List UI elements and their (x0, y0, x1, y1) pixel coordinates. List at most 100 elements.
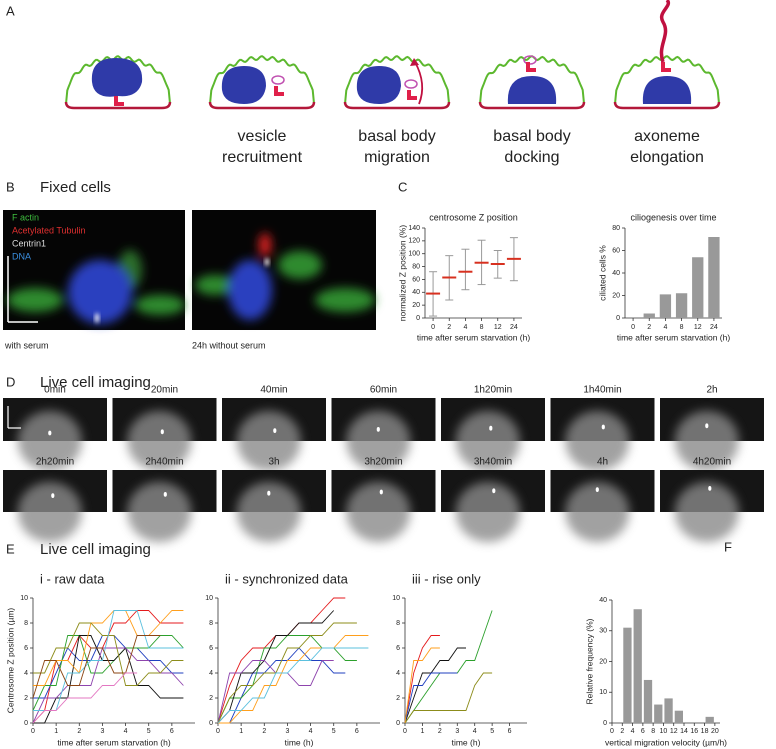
x-tick-label: 2 (620, 728, 624, 735)
y-tick-label: 10 (599, 689, 607, 696)
centrin-dot (376, 427, 380, 432)
basal-body (409, 96, 417, 100)
x-tick-label: 24 (710, 324, 718, 331)
panel-label: A (6, 3, 15, 18)
video-frame (441, 398, 545, 471)
y-tick-label: 10 (20, 595, 28, 602)
time-label: 4h (597, 457, 608, 468)
basal-body (407, 90, 411, 100)
stage-label: axoneme (634, 128, 700, 145)
series-line (33, 622, 184, 686)
x-tick-label: 4 (473, 728, 477, 735)
y-tick-label: 60 (412, 276, 420, 283)
x-tick-label: 0 (31, 728, 35, 735)
chart-title: centrosome Z position (429, 212, 518, 222)
y-tick-label: 0 (24, 720, 28, 727)
x-tick-label: 1 (420, 728, 424, 735)
cell-haze (455, 482, 520, 542)
y-tick-label: 20 (599, 658, 607, 665)
x-tick-label: 2 (438, 728, 442, 735)
video-frame (331, 470, 436, 542)
x-tick-label: 6 (170, 728, 174, 735)
time-label: 20min (151, 385, 178, 396)
panel-label: F (724, 539, 732, 554)
cell-membrane (614, 55, 720, 105)
y-tick-label: 120 (408, 238, 420, 245)
y-tick-label: 8 (209, 620, 213, 627)
panel-title: Live cell imaging (40, 374, 151, 391)
x-tick-label: 8 (651, 728, 655, 735)
time-label: 40min (260, 385, 287, 396)
cell-membrane (209, 55, 315, 105)
caption: with serum (4, 340, 49, 350)
y-tick-label: 2 (209, 695, 213, 702)
chart-title: iii - rise only (412, 571, 481, 586)
nucleus (356, 66, 401, 104)
series-line (33, 610, 184, 711)
y-tick-label: 60 (612, 247, 620, 254)
nucleus (642, 76, 692, 104)
x-tick-label: 12 (670, 728, 678, 735)
cell-haze (17, 411, 82, 471)
x-tick-label: 12 (694, 324, 702, 331)
cell-haze (455, 411, 520, 471)
y-tick-label: 40 (412, 289, 420, 296)
centrin-dot (601, 424, 605, 430)
y-tick-label: 80 (412, 263, 420, 270)
y-tick-label: 100 (408, 251, 420, 258)
y-tick-label: 20 (412, 302, 420, 309)
x-tick-label: 6 (508, 728, 512, 735)
cell-haze (236, 482, 301, 542)
bar (675, 293, 688, 318)
chart-title: ciliogenesis over time (630, 212, 716, 222)
series-line (404, 647, 440, 724)
y-tick-label: 4 (24, 670, 28, 677)
x-tick-label: 20 (711, 728, 719, 735)
x-tick-label: 14 (680, 728, 688, 735)
x-tick-label: 24 (510, 324, 518, 331)
y-tick-label: 0 (396, 720, 400, 727)
series-line (404, 610, 493, 724)
time-label: 3h20min (364, 457, 402, 468)
cell-haze (17, 482, 82, 542)
y-tick-label: 20 (612, 292, 620, 299)
cell-diagram (478, 55, 586, 110)
video-frame (550, 398, 655, 471)
stage-label: vesicle (238, 128, 287, 145)
centrin-dot (163, 492, 167, 497)
histogram-bar (654, 704, 663, 723)
x-tick-label: 5 (490, 728, 494, 735)
x-tick-label: 12 (494, 324, 502, 331)
y-axis-label: Centrosome Z position (µm) (5, 608, 15, 714)
basal-body (526, 62, 530, 72)
panel-title: Live cell imaging (40, 541, 151, 558)
channel-label: F actin (12, 212, 39, 222)
y-axis-label: Relative frequency (%) (584, 618, 594, 704)
y-axis-label: normalized Z position (%) (397, 225, 407, 322)
centrin-dot (595, 487, 599, 492)
x-tick-label: 2 (77, 728, 81, 735)
cell-haze (674, 411, 739, 471)
y-tick-label: 0 (209, 720, 213, 727)
micrograph (3, 210, 185, 330)
time-label: 1h40min (583, 385, 621, 396)
basal-membrane (613, 101, 721, 110)
chart-title: ii - synchronized data (225, 571, 349, 586)
x-tick-label: 5 (332, 728, 336, 735)
stage-label: basal body (493, 128, 570, 145)
histogram-bar (664, 698, 673, 723)
cell-haze (127, 411, 192, 471)
whisker (461, 248, 470, 291)
nucleus (91, 58, 143, 97)
basal-membrane (343, 101, 451, 110)
centrin-dot (705, 423, 709, 429)
vesicle (271, 75, 285, 85)
time-label: 1h20min (474, 385, 512, 396)
series-line (404, 672, 493, 724)
series-line (217, 610, 335, 724)
cell-haze (565, 411, 630, 471)
series-line (404, 635, 440, 724)
video-frame (441, 470, 545, 542)
stage-label: migration (364, 149, 430, 166)
